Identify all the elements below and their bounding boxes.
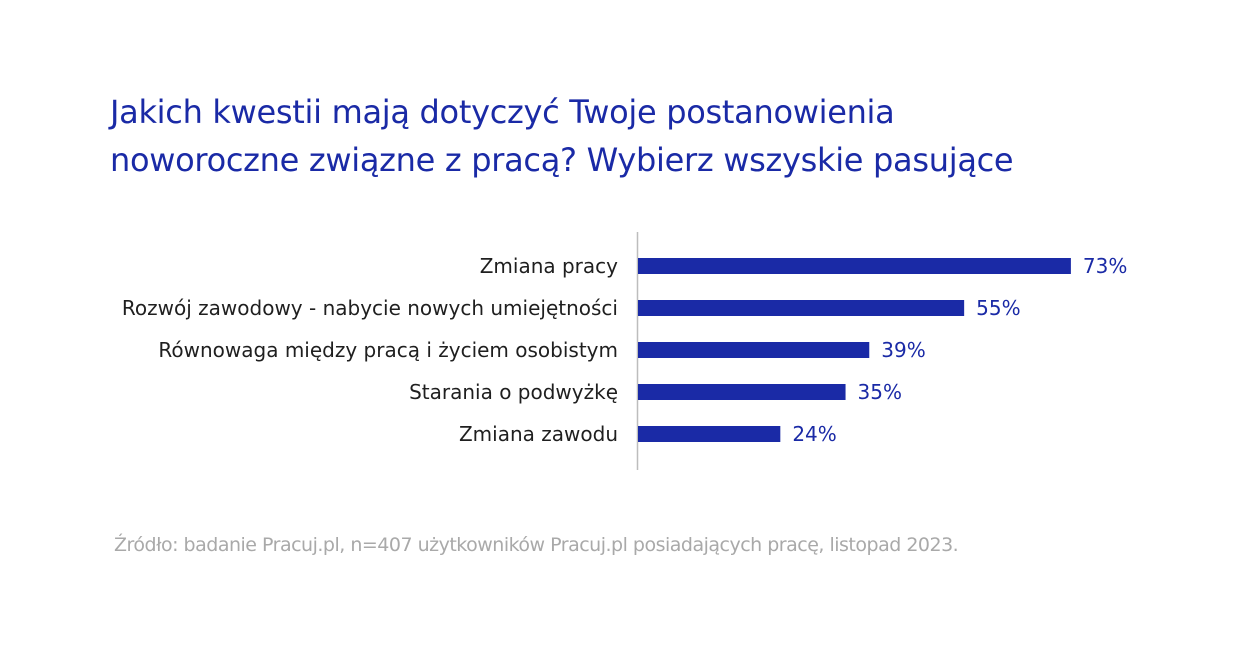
chart-title-line-2: noworoczne związne z pracą? Wybierz wszy… [110,141,1014,179]
bar [638,300,965,316]
category-label: Zmiana zawodu [459,422,618,446]
bar [638,426,781,442]
chart-title-line-1: Jakich kwestii mają dotyczyć Twoje posta… [110,93,895,131]
value-label: 39% [881,338,925,362]
category-label: Zmiana pracy [480,254,618,278]
bar [638,258,1071,274]
bar [638,384,846,400]
value-label: 35% [858,380,902,404]
value-label: 55% [976,296,1020,320]
value-label: 73% [1083,254,1127,278]
source-note: Źródło: badanie Pracuj.pl, n=407 użytkow… [114,534,959,556]
bar [638,342,870,358]
chart-title: Jakich kwestii mają dotyczyć Twoje posta… [110,88,1170,184]
category-label: Rozwój zawodowy - nabycie nowych umiejęt… [122,296,618,320]
bars-group: Zmiana pracy 73% Rozwój zawodowy - nabycie… [122,254,1127,446]
value-label: 24% [792,422,836,446]
category-label: Równowaga między pracą i życiem osobisty… [158,338,618,362]
category-label: Starania o podwyżkę [409,380,618,404]
